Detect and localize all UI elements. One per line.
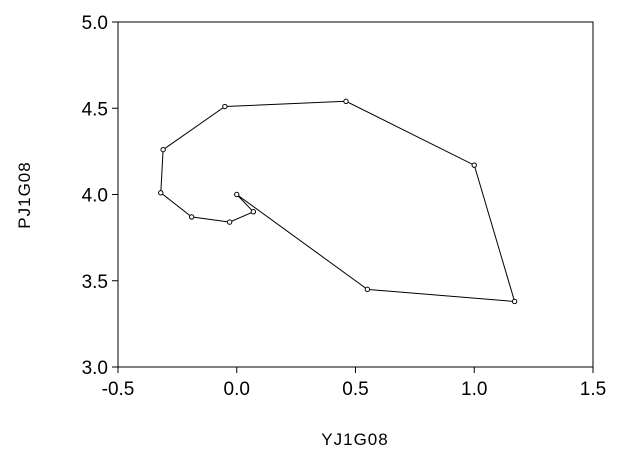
x-tick-label: 1.5 — [580, 379, 606, 400]
data-point — [222, 103, 228, 110]
data-point — [250, 209, 257, 215]
data-points — [158, 98, 518, 305]
data-point — [160, 146, 166, 153]
x-axis: -0.5 0.0 0.5 1.0 1.5 — [102, 367, 606, 400]
x-tick-label: -0.5 — [102, 379, 135, 400]
y-tick-label: 3.0 — [82, 358, 108, 379]
data-point — [234, 191, 240, 198]
data-point — [343, 98, 349, 105]
y-axis: 3.0 3.5 4.0 4.5 5.0 — [82, 13, 118, 379]
x-tick-label: 0.0 — [224, 379, 250, 400]
y-tick-label: 5.0 — [82, 13, 108, 34]
data-point — [158, 190, 164, 196]
data-point — [188, 214, 195, 220]
data-point — [471, 162, 477, 168]
plot-frame — [117, 21, 594, 368]
x-tick-label: 1.0 — [461, 379, 487, 400]
x-tick-label: 0.5 — [342, 379, 368, 400]
x-axis-title: YJ1G08 — [321, 430, 388, 449]
y-tick-label: 4.5 — [82, 99, 108, 120]
y-tick-label: 3.5 — [82, 272, 108, 293]
y-tick-label: 4.0 — [82, 186, 108, 207]
series-line — [160, 100, 516, 303]
y-axis-title: PJ1G08 — [15, 161, 34, 228]
data-point — [511, 298, 518, 305]
data-point — [226, 219, 233, 225]
data-point — [364, 286, 371, 293]
